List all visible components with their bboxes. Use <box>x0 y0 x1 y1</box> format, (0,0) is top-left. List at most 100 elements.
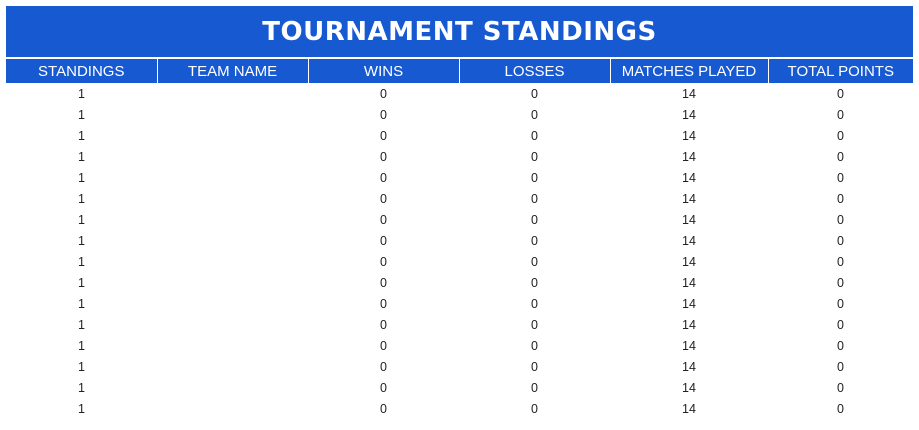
cell-total-points[interactable]: 0 <box>837 338 844 353</box>
cell-team-name[interactable] <box>157 83 308 104</box>
cell-wins[interactable]: 0 <box>380 86 387 101</box>
cell-total-points[interactable]: 0 <box>837 170 844 185</box>
cell-team-name[interactable] <box>157 146 308 167</box>
cell-standing[interactable]: 1 <box>78 191 85 206</box>
cell-standing[interactable]: 1 <box>78 338 85 353</box>
cell-total-points[interactable]: 0 <box>837 317 844 332</box>
cell-wins[interactable]: 0 <box>380 149 387 164</box>
cell-team-name[interactable] <box>157 251 308 272</box>
cell-team-name[interactable] <box>157 398 308 419</box>
cell-standing[interactable]: 1 <box>78 296 85 311</box>
cell-team-name[interactable] <box>157 293 308 314</box>
cell-losses[interactable]: 0 <box>531 86 538 101</box>
cell-team-name[interactable] <box>157 125 308 146</box>
cell-wins[interactable]: 0 <box>380 338 387 353</box>
cell-matches-played[interactable]: 14 <box>682 296 696 311</box>
cell-team-name[interactable] <box>157 167 308 188</box>
cell-wins[interactable]: 0 <box>380 401 387 416</box>
column-header-total-points[interactable]: TOTAL POINTS <box>768 57 913 83</box>
cell-losses[interactable]: 0 <box>531 338 538 353</box>
cell-standing[interactable]: 1 <box>78 233 85 248</box>
cell-total-points[interactable]: 0 <box>837 212 844 227</box>
cell-losses[interactable]: 0 <box>531 401 538 416</box>
cell-total-points[interactable]: 0 <box>837 233 844 248</box>
cell-matches-played[interactable]: 14 <box>682 191 696 206</box>
cell-team-name[interactable] <box>157 272 308 293</box>
cell-wins[interactable]: 0 <box>380 170 387 185</box>
cell-losses[interactable]: 0 <box>531 107 538 122</box>
cell-matches-played[interactable]: 14 <box>682 338 696 353</box>
cell-wins[interactable]: 0 <box>380 380 387 395</box>
cell-team-name[interactable] <box>157 188 308 209</box>
cell-matches-played[interactable]: 14 <box>682 380 696 395</box>
cell-losses[interactable]: 0 <box>531 170 538 185</box>
cell-losses[interactable]: 0 <box>531 275 538 290</box>
cell-wins[interactable]: 0 <box>380 233 387 248</box>
cell-wins[interactable]: 0 <box>380 275 387 290</box>
cell-total-points[interactable]: 0 <box>837 128 844 143</box>
cell-wins[interactable]: 0 <box>380 254 387 269</box>
cell-losses[interactable]: 0 <box>531 149 538 164</box>
cell-wins[interactable]: 0 <box>380 212 387 227</box>
cell-wins[interactable]: 0 <box>380 359 387 374</box>
cell-total-points[interactable]: 0 <box>837 380 844 395</box>
column-header-wins[interactable]: WINS <box>308 57 460 83</box>
cell-matches-played[interactable]: 14 <box>682 149 696 164</box>
cell-standing[interactable]: 1 <box>78 275 85 290</box>
cell-standing[interactable]: 1 <box>78 254 85 269</box>
cell-matches-played[interactable]: 14 <box>682 170 696 185</box>
cell-matches-played[interactable]: 14 <box>682 401 696 416</box>
cell-team-name[interactable] <box>157 104 308 125</box>
cell-matches-played[interactable]: 14 <box>682 254 696 269</box>
cell-total-points[interactable]: 0 <box>837 296 844 311</box>
cell-total-points[interactable]: 0 <box>837 359 844 374</box>
cell-standing[interactable]: 1 <box>78 359 85 374</box>
cell-team-name[interactable] <box>157 314 308 335</box>
cell-standing[interactable]: 1 <box>78 212 85 227</box>
cell-wins[interactable]: 0 <box>380 107 387 122</box>
cell-total-points[interactable]: 0 <box>837 191 844 206</box>
cell-wins[interactable]: 0 <box>380 128 387 143</box>
cell-standing[interactable]: 1 <box>78 149 85 164</box>
cell-wins[interactable]: 0 <box>380 317 387 332</box>
cell-standing[interactable]: 1 <box>78 380 85 395</box>
cell-team-name[interactable] <box>157 230 308 251</box>
cell-total-points[interactable]: 0 <box>837 149 844 164</box>
cell-team-name[interactable] <box>157 335 308 356</box>
cell-matches-played[interactable]: 14 <box>682 212 696 227</box>
column-header-team-name[interactable]: TEAM NAME <box>157 57 309 83</box>
cell-total-points[interactable]: 0 <box>837 254 844 269</box>
column-header-matches-played[interactable]: MATCHES PLAYED <box>610 57 769 83</box>
cell-losses[interactable]: 0 <box>531 317 538 332</box>
cell-standing[interactable]: 1 <box>78 401 85 416</box>
cell-losses[interactable]: 0 <box>531 359 538 374</box>
cell-team-name[interactable] <box>157 377 308 398</box>
cell-wins[interactable]: 0 <box>380 191 387 206</box>
cell-team-name[interactable] <box>157 209 308 230</box>
cell-matches-played[interactable]: 14 <box>682 233 696 248</box>
cell-standing[interactable]: 1 <box>78 107 85 122</box>
cell-standing[interactable]: 1 <box>78 170 85 185</box>
cell-wins[interactable]: 0 <box>380 296 387 311</box>
cell-total-points[interactable]: 0 <box>837 86 844 101</box>
column-header-standings[interactable]: STANDINGS <box>6 57 158 83</box>
cell-matches-played[interactable]: 14 <box>682 359 696 374</box>
cell-losses[interactable]: 0 <box>531 191 538 206</box>
column-header-losses[interactable]: LOSSES <box>459 57 611 83</box>
cell-matches-played[interactable]: 14 <box>682 86 696 101</box>
cell-total-points[interactable]: 0 <box>837 107 844 122</box>
cell-total-points[interactable]: 0 <box>837 275 844 290</box>
cell-losses[interactable]: 0 <box>531 128 538 143</box>
cell-losses[interactable]: 0 <box>531 254 538 269</box>
cell-losses[interactable]: 0 <box>531 296 538 311</box>
cell-losses[interactable]: 0 <box>531 212 538 227</box>
cell-matches-played[interactable]: 14 <box>682 317 696 332</box>
cell-matches-played[interactable]: 14 <box>682 107 696 122</box>
cell-matches-played[interactable]: 14 <box>682 275 696 290</box>
cell-total-points[interactable]: 0 <box>837 401 844 416</box>
cell-standing[interactable]: 1 <box>78 86 85 101</box>
cell-team-name[interactable] <box>157 356 308 377</box>
cell-standing[interactable]: 1 <box>78 317 85 332</box>
cell-losses[interactable]: 0 <box>531 233 538 248</box>
cell-losses[interactable]: 0 <box>531 380 538 395</box>
